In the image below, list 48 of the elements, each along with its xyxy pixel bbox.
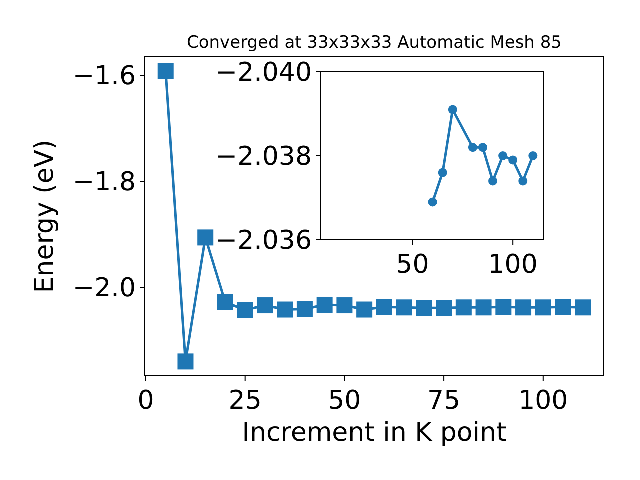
point <box>336 298 353 314</box>
point <box>518 176 528 186</box>
point <box>416 300 432 316</box>
x-tick-label: 50 <box>396 250 430 280</box>
point <box>456 300 472 316</box>
point <box>535 300 552 316</box>
point <box>356 302 373 318</box>
point <box>296 301 313 318</box>
point <box>496 299 512 316</box>
point <box>555 299 572 316</box>
point <box>376 299 392 316</box>
point <box>198 230 214 246</box>
point <box>528 152 538 160</box>
point <box>448 105 458 114</box>
point <box>396 300 412 316</box>
chart-title: Converged at 33x33x33 Automatic Mesh 85 <box>187 33 562 53</box>
point <box>428 198 438 207</box>
x-tick-label: 25 <box>228 386 262 416</box>
point <box>217 294 234 310</box>
y-tick-label: −2.038 <box>216 142 312 172</box>
y-tick-label: −2.040 <box>216 58 312 88</box>
x-tick-label: 100 <box>488 250 538 280</box>
x-tick-label: 75 <box>428 386 461 416</box>
point <box>178 354 194 370</box>
point <box>478 143 488 152</box>
point <box>508 156 518 165</box>
point <box>575 300 592 316</box>
y-tick-label: −1.6 <box>72 62 136 92</box>
y-axis-title: Energy (eV) <box>30 140 60 294</box>
point <box>158 63 174 80</box>
point <box>237 302 254 318</box>
x-tick-label: 50 <box>328 386 362 416</box>
y-tick-label: −2.036 <box>216 226 312 256</box>
point <box>498 152 508 160</box>
y-tick-label: −1.8 <box>72 168 136 198</box>
x-axis-title: Increment in K point <box>242 418 507 448</box>
point <box>516 300 532 316</box>
point <box>488 176 498 186</box>
y-tick-label: −2.0 <box>72 274 136 304</box>
x-tick-label: 100 <box>518 386 568 416</box>
point <box>277 302 294 318</box>
point <box>257 298 274 314</box>
point <box>438 168 448 178</box>
point <box>436 300 452 316</box>
point <box>316 296 333 313</box>
x-tick-label: 0 <box>138 386 154 416</box>
point <box>476 300 492 316</box>
point <box>468 143 478 152</box>
